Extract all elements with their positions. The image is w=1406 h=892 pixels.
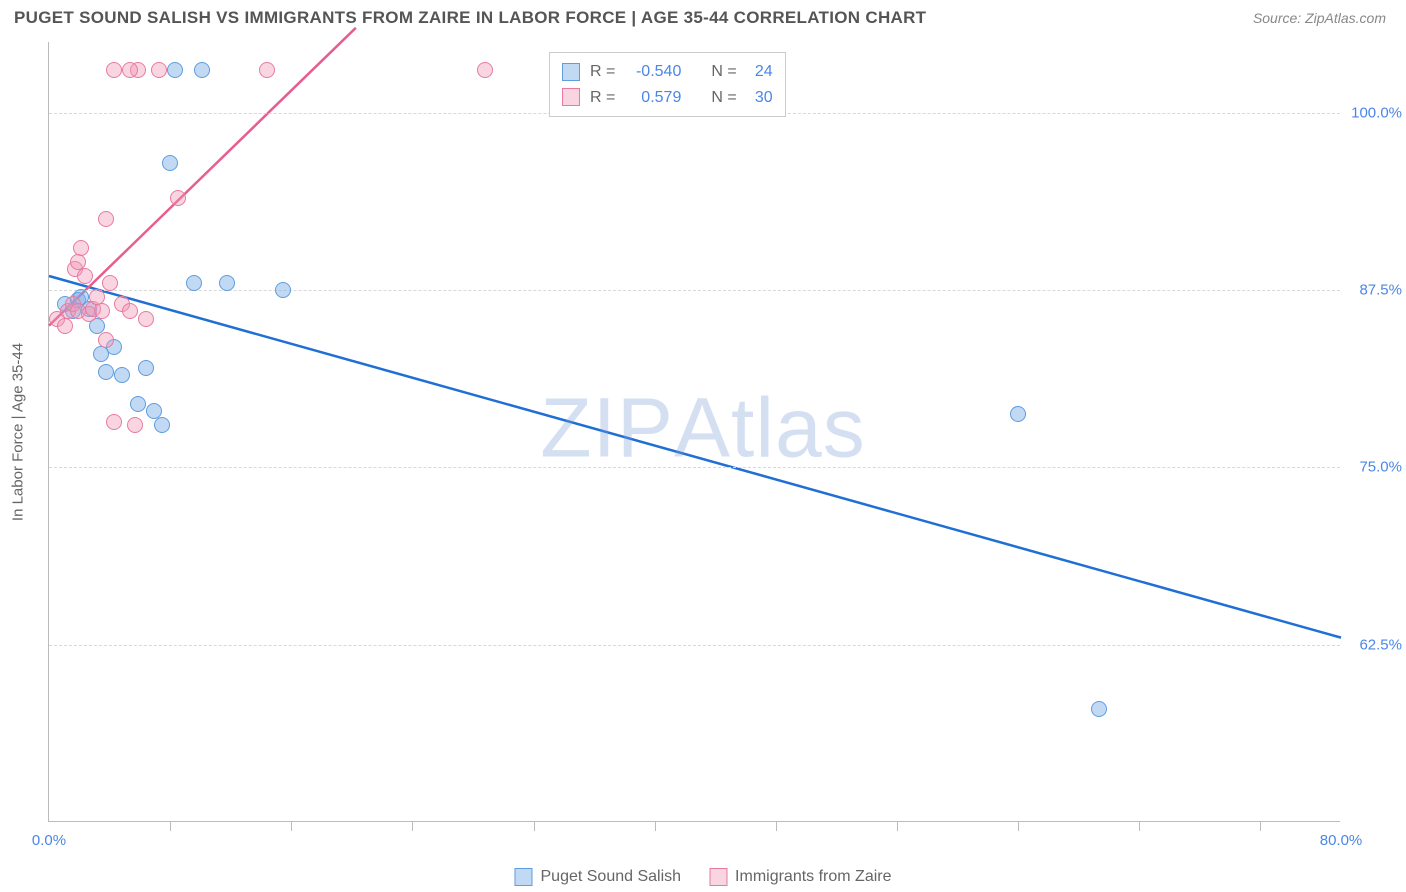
legend-label: Immigrants from Zaire — [735, 868, 891, 886]
x-tick — [412, 821, 413, 831]
x-tick — [291, 821, 292, 831]
data-point — [194, 62, 210, 78]
data-point — [106, 414, 122, 430]
legend-row: R =-0.540N =24 — [562, 59, 773, 85]
legend-item: Puget Sound Salish — [514, 868, 681, 886]
data-point — [170, 190, 186, 206]
x-tick — [1139, 821, 1140, 831]
data-point — [102, 275, 118, 291]
data-point — [114, 367, 130, 383]
x-tick — [897, 821, 898, 831]
data-point — [1010, 406, 1026, 422]
legend-row: R =0.579N =30 — [562, 85, 773, 111]
plot-area: 62.5%75.0%87.5%100.0%0.0%80.0%R =-0.540N… — [48, 42, 1340, 822]
data-point — [94, 303, 110, 319]
legend-bottom: Puget Sound Salish Immigrants from Zaire — [514, 868, 891, 886]
trend-lines — [49, 42, 1341, 822]
legend-swatch — [514, 868, 532, 886]
data-point — [98, 364, 114, 380]
data-point — [219, 275, 235, 291]
y-axis-label: In Labor Force | Age 35-44 — [10, 343, 27, 521]
data-point — [154, 417, 170, 433]
data-point — [122, 303, 138, 319]
chart-header: PUGET SOUND SALISH VS IMMIGRANTS FROM ZA… — [0, 0, 1406, 32]
data-point — [77, 268, 93, 284]
x-tick — [776, 821, 777, 831]
data-point — [98, 211, 114, 227]
data-point — [275, 282, 291, 298]
legend-swatch — [562, 63, 580, 81]
y-tick-label: 75.0% — [1359, 459, 1402, 476]
chart-container: In Labor Force | Age 35-44 62.5%75.0%87.… — [48, 42, 1340, 822]
x-tick — [170, 821, 171, 831]
data-point — [130, 396, 146, 412]
gridline-h — [49, 467, 1340, 468]
data-point — [186, 275, 202, 291]
data-point — [106, 62, 122, 78]
data-point — [138, 311, 154, 327]
x-tick-label: 0.0% — [32, 832, 66, 849]
legend-swatch — [709, 868, 727, 886]
trend-line — [49, 276, 1341, 638]
y-tick-label: 62.5% — [1359, 636, 1402, 653]
data-point — [477, 62, 493, 78]
data-point — [1091, 701, 1107, 717]
data-point — [98, 332, 114, 348]
x-tick — [655, 821, 656, 831]
data-point — [127, 417, 143, 433]
data-point — [57, 318, 73, 334]
data-point — [73, 240, 89, 256]
y-tick-label: 87.5% — [1359, 282, 1402, 299]
legend-label: Puget Sound Salish — [540, 868, 681, 886]
chart-title: PUGET SOUND SALISH VS IMMIGRANTS FROM ZA… — [14, 8, 926, 28]
x-tick — [1018, 821, 1019, 831]
data-point — [122, 62, 138, 78]
y-tick-label: 100.0% — [1351, 104, 1402, 121]
x-tick — [1260, 821, 1261, 831]
x-tick-label: 80.0% — [1320, 832, 1363, 849]
chart-source: Source: ZipAtlas.com — [1253, 10, 1386, 26]
legend-swatch — [562, 88, 580, 106]
data-point — [259, 62, 275, 78]
data-point — [167, 62, 183, 78]
legend-item: Immigrants from Zaire — [709, 868, 891, 886]
gridline-h — [49, 290, 1340, 291]
data-point — [138, 360, 154, 376]
data-point — [151, 62, 167, 78]
gridline-h — [49, 645, 1340, 646]
x-tick — [534, 821, 535, 831]
legend-correlation: R =-0.540N =24R =0.579N =30 — [549, 52, 786, 117]
data-point — [162, 155, 178, 171]
